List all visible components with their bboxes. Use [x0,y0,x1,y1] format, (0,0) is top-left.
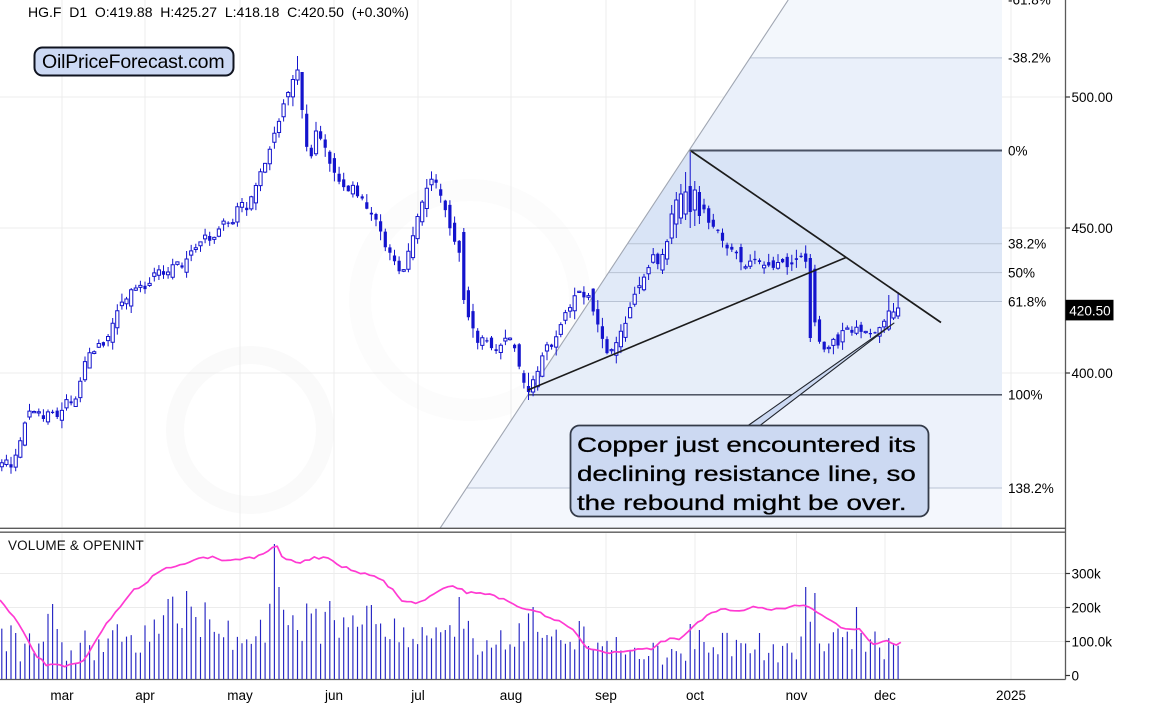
svg-text:100.0k: 100.0k [1072,634,1113,649]
svg-text:VOLUME & OPENINT: VOLUME & OPENINT [8,538,144,553]
svg-text:declining resistance line, so: declining resistance line, so [577,463,916,486]
svg-text:100%: 100% [1008,388,1043,403]
svg-text:500.00: 500.00 [1072,90,1113,105]
svg-text:420.50: 420.50 [1069,304,1110,319]
svg-text:50%: 50% [1008,265,1035,280]
svg-text:may: may [227,688,253,703]
svg-text:apr: apr [135,688,155,703]
svg-text:38.2%: 38.2% [1008,237,1046,252]
svg-text:HG.F D1 O:419.88 H:425.27: HG.F D1 O:419.88 H:425.27 L:418.18 C:420… [28,4,409,20]
svg-text:mar: mar [50,688,74,703]
svg-text:sep: sep [595,688,617,703]
svg-text:aug: aug [500,688,523,703]
svg-text:200k: 200k [1072,600,1102,615]
svg-text:-38.2%: -38.2% [1008,51,1051,66]
svg-text:61.8%: 61.8% [1008,294,1046,309]
svg-text:oct: oct [686,688,704,703]
svg-text:Copper just encountered its: Copper just encountered its [577,434,916,457]
svg-text:nov: nov [786,688,808,703]
svg-text:jul: jul [410,688,425,703]
svg-text:the rebound might be over.: the rebound might be over. [577,492,907,515]
svg-text:dec: dec [874,688,896,703]
svg-text:400.00: 400.00 [1072,366,1113,381]
svg-text:OilPriceForecast.com: OilPriceForecast.com [42,51,224,73]
svg-text:2025: 2025 [996,688,1026,703]
svg-text:-61.8%: -61.8% [1008,0,1051,7]
svg-text:0%: 0% [1008,143,1028,158]
svg-text:0: 0 [1072,668,1080,683]
svg-text:138.2%: 138.2% [1008,481,1054,496]
svg-text:300k: 300k [1072,566,1102,581]
svg-text:jun: jun [324,688,343,703]
svg-text:450.00: 450.00 [1072,221,1113,236]
